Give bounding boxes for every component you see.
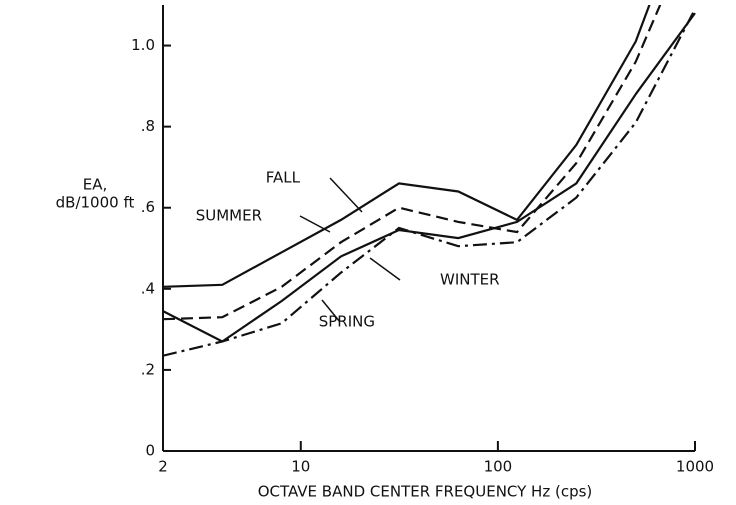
- x-tick-label: 100: [484, 458, 513, 476]
- series-label: WINTER: [440, 271, 500, 289]
- y-tick-label: 0: [145, 442, 155, 460]
- series-label: FALL: [266, 169, 301, 187]
- leader-line: [321, 299, 341, 323]
- y-tick-label: 1.0: [131, 36, 155, 54]
- leader-line: [329, 177, 363, 213]
- series-line: [163, 12, 696, 343]
- x-tick-label: 2: [158, 458, 168, 476]
- y-tick-label: .8: [141, 117, 155, 135]
- y-tick-label: .4: [141, 279, 155, 297]
- y-axis-label: EA,: [83, 176, 108, 194]
- leader-line: [369, 257, 401, 281]
- x-tick-label: 10: [291, 458, 310, 476]
- x-tick-label: 1000: [676, 458, 714, 476]
- y-axis-label: dB/1000 ft: [56, 194, 135, 212]
- series-line: [163, 5, 651, 288]
- plot-area: [163, 5, 696, 357]
- y-tick-label: .2: [141, 360, 155, 378]
- leader-line: [299, 215, 331, 233]
- series-label: SUMMER: [196, 207, 262, 225]
- y-tick-label: .6: [141, 198, 155, 216]
- series-line: [163, 8, 696, 357]
- series-line: [163, 5, 662, 321]
- series-label: SPRING: [319, 313, 375, 331]
- x-axis-label: OCTAVE BAND CENTER FREQUENCY Hz (cps): [258, 483, 593, 501]
